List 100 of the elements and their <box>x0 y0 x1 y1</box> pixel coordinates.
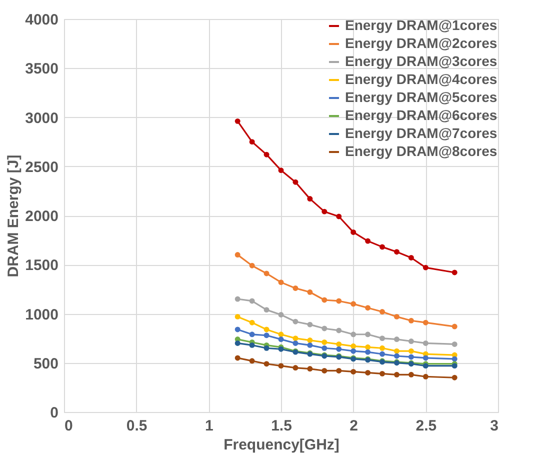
point <box>234 326 240 332</box>
x-tick-label: 2 <box>350 418 358 434</box>
point <box>422 320 428 326</box>
point <box>394 314 400 320</box>
y-tick-label: 1000 <box>25 306 58 324</box>
y-tick-label: 4000 <box>25 12 58 28</box>
point <box>292 318 298 324</box>
y-tick-label: 3000 <box>25 110 58 127</box>
point <box>264 361 270 367</box>
point <box>380 370 386 376</box>
point <box>380 351 386 357</box>
point <box>408 318 414 324</box>
point <box>278 280 284 286</box>
point <box>322 297 328 303</box>
point <box>350 368 356 374</box>
point <box>322 340 328 345</box>
point <box>408 255 414 260</box>
legend-label: Energy DRAM@6cores <box>345 107 498 123</box>
point <box>394 372 400 378</box>
point <box>350 343 356 349</box>
point <box>422 374 428 380</box>
point <box>234 252 240 258</box>
point <box>264 307 270 313</box>
point <box>365 238 371 244</box>
point <box>264 270 270 276</box>
point <box>292 336 298 342</box>
point <box>322 345 328 351</box>
point <box>307 366 313 372</box>
point <box>307 289 313 295</box>
point <box>292 179 298 185</box>
legend-label: Energy DRAM@2cores <box>345 35 498 51</box>
point <box>307 196 313 202</box>
legend-label: Energy DRAM@5cores <box>345 89 498 105</box>
point <box>365 370 371 376</box>
point <box>365 305 371 311</box>
point <box>307 338 313 344</box>
point <box>264 345 270 351</box>
point <box>350 332 356 338</box>
legend-label: Energy DRAM@1cores <box>345 17 498 33</box>
point <box>380 309 386 315</box>
legend-label: Energy DRAM@8cores <box>345 143 498 159</box>
point <box>264 152 270 158</box>
point <box>422 340 428 346</box>
point <box>452 270 458 276</box>
point <box>278 363 284 369</box>
point <box>394 249 400 255</box>
legend-label: Energy DRAM@7cores <box>345 125 498 141</box>
point <box>336 328 342 334</box>
point <box>234 314 240 320</box>
point <box>394 336 400 342</box>
point <box>249 262 255 268</box>
point <box>292 285 298 291</box>
point <box>249 298 255 304</box>
point <box>234 340 240 346</box>
x-tick-label: 3 <box>490 418 498 434</box>
point <box>264 332 270 338</box>
point <box>278 332 284 338</box>
point <box>322 326 328 332</box>
x-tick-label: 1 <box>204 418 214 434</box>
point <box>452 324 458 330</box>
point <box>380 345 386 351</box>
point <box>350 229 356 235</box>
point <box>234 296 240 302</box>
y-tick-label: 3500 <box>25 60 58 78</box>
point <box>249 139 255 145</box>
x-tick-label: 0.5 <box>126 418 148 434</box>
point <box>365 349 371 355</box>
point <box>278 336 284 342</box>
point <box>422 264 428 270</box>
point <box>380 244 386 250</box>
point <box>249 342 255 348</box>
point <box>408 354 414 360</box>
point <box>292 365 298 371</box>
point <box>394 353 400 359</box>
point <box>307 342 313 348</box>
point <box>350 348 356 354</box>
x-tick-label: 0 <box>64 418 73 434</box>
point <box>365 344 371 350</box>
point <box>249 358 255 364</box>
point <box>234 118 240 124</box>
point <box>336 346 342 352</box>
point <box>336 341 342 347</box>
point <box>365 332 371 338</box>
point <box>408 338 414 344</box>
point <box>408 372 414 378</box>
point <box>452 374 458 380</box>
x-tick-label: 1.5 <box>271 418 292 434</box>
point <box>336 298 342 304</box>
x-tick-label: 2.5 <box>416 418 437 434</box>
point <box>322 208 328 214</box>
point <box>292 340 298 346</box>
y-tick-label: 2000 <box>25 208 58 225</box>
point <box>408 348 414 354</box>
point <box>380 336 386 342</box>
point <box>336 214 342 220</box>
point <box>278 312 284 318</box>
y-tick-label: 1500 <box>25 257 58 274</box>
y-axis-title: DRAM Energy [J] <box>5 154 22 278</box>
point <box>452 356 458 362</box>
point <box>249 320 255 326</box>
